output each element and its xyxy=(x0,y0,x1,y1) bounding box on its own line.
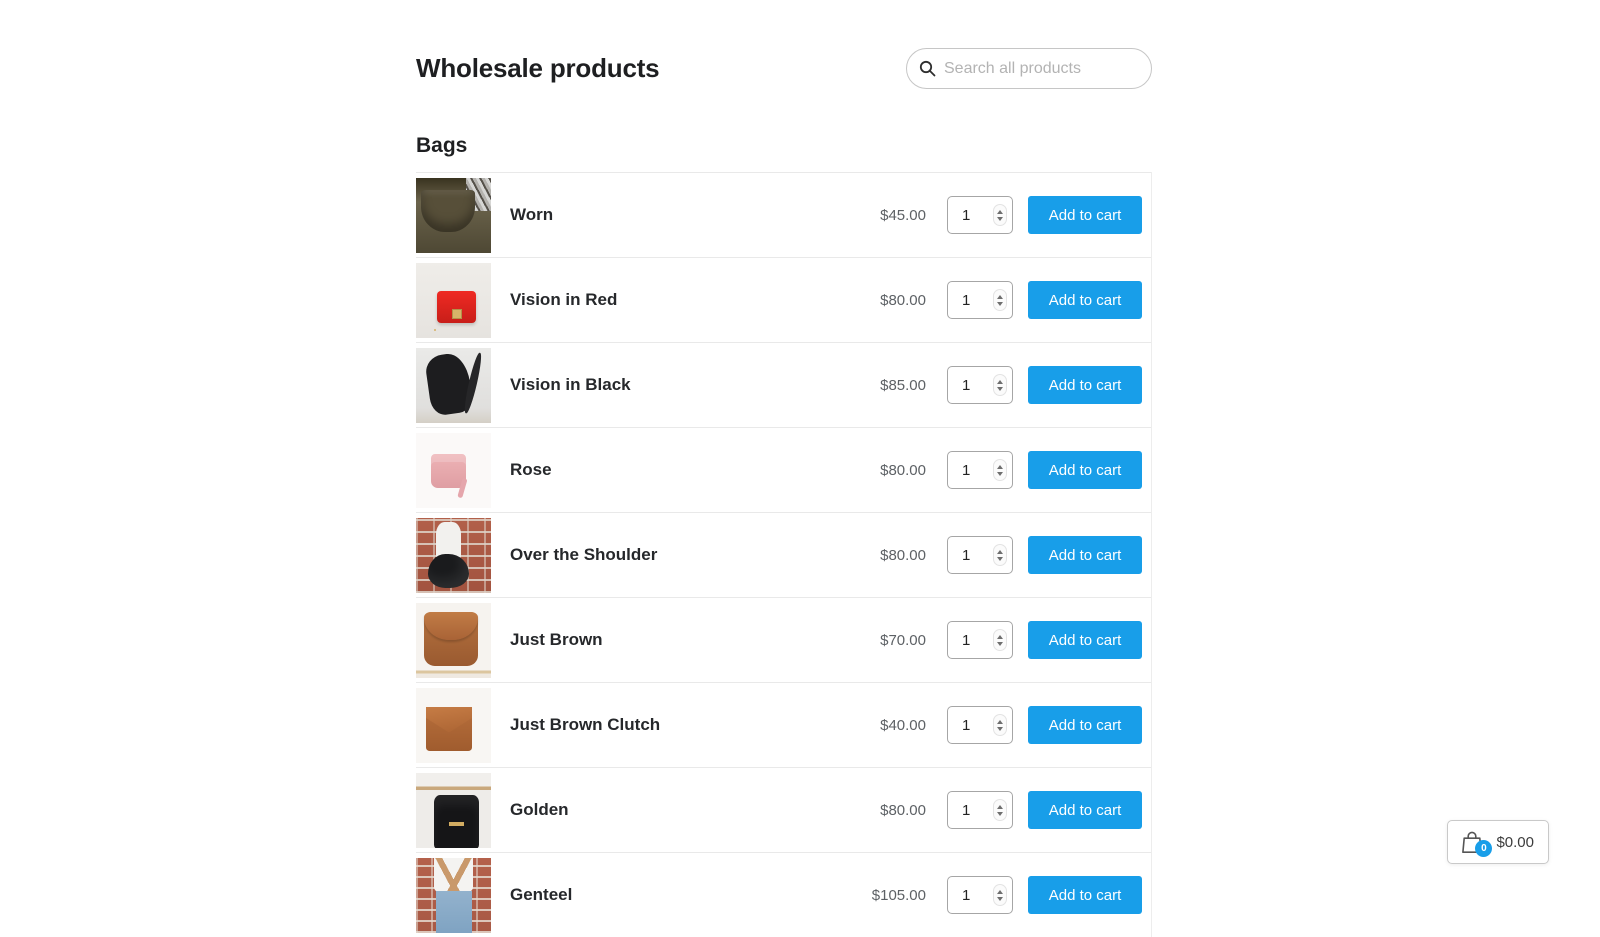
product-name: Just Brown Clutch xyxy=(510,715,880,735)
spinner-up-icon[interactable] xyxy=(997,890,1003,894)
spinner-down-icon[interactable] xyxy=(997,387,1003,391)
add-to-cart-button[interactable]: Add to cart xyxy=(1028,281,1142,319)
spinner-buttons[interactable] xyxy=(993,459,1007,481)
spinner-down-icon[interactable] xyxy=(997,302,1003,306)
quantity-stepper[interactable] xyxy=(947,196,1013,234)
spinner-up-icon[interactable] xyxy=(997,210,1003,214)
spinner-down-icon[interactable] xyxy=(997,217,1003,221)
product-price: $80.00 xyxy=(880,547,926,564)
quantity-stepper[interactable] xyxy=(947,366,1013,404)
product-price: $105.00 xyxy=(872,887,926,904)
product-row: Vision in Red $80.00 Add to cart xyxy=(416,257,1151,342)
quantity-stepper[interactable] xyxy=(947,876,1013,914)
spinner-down-icon[interactable] xyxy=(997,557,1003,561)
spinner-down-icon[interactable] xyxy=(997,812,1003,816)
product-row: Just Brown Clutch $40.00 Add to cart xyxy=(416,682,1151,767)
product-thumbnail-jbrown xyxy=(416,603,491,678)
add-to-cart-button[interactable]: Add to cart xyxy=(1028,196,1142,234)
spinner-buttons[interactable] xyxy=(993,204,1007,226)
product-name: Vision in Black xyxy=(510,375,880,395)
quantity-stepper[interactable] xyxy=(947,451,1013,489)
page-title: Wholesale products xyxy=(416,53,659,84)
product-thumbnail-worn xyxy=(416,178,491,253)
product-row: Worn $45.00 Add to cart xyxy=(416,172,1151,257)
spinner-down-icon[interactable] xyxy=(997,727,1003,731)
spinner-up-icon[interactable] xyxy=(997,635,1003,639)
add-to-cart-button[interactable]: Add to cart xyxy=(1028,706,1142,744)
spinner-down-icon[interactable] xyxy=(997,642,1003,646)
product-row: Vision in Black $85.00 Add to cart xyxy=(416,342,1151,427)
spinner-up-icon[interactable] xyxy=(997,465,1003,469)
product-price: $80.00 xyxy=(880,462,926,479)
quantity-stepper[interactable] xyxy=(947,281,1013,319)
add-to-cart-button[interactable]: Add to cart xyxy=(1028,876,1142,914)
product-thumbnail-clutch xyxy=(416,688,491,763)
add-to-cart-button[interactable]: Add to cart xyxy=(1028,451,1142,489)
page-header: Wholesale products xyxy=(416,48,1152,89)
product-thumbnail-vred xyxy=(416,263,491,338)
cart-count-badge: 0 xyxy=(1475,840,1492,857)
quantity-stepper[interactable] xyxy=(947,536,1013,574)
product-thumbnail-rose xyxy=(416,433,491,508)
add-to-cart-button[interactable]: Add to cart xyxy=(1028,536,1142,574)
cart-widget[interactable]: 0 $0.00 xyxy=(1447,820,1549,864)
product-name: Worn xyxy=(510,205,880,225)
spinner-buttons[interactable] xyxy=(993,289,1007,311)
spinner-up-icon[interactable] xyxy=(997,550,1003,554)
spinner-down-icon[interactable] xyxy=(997,472,1003,476)
add-to-cart-button[interactable]: Add to cart xyxy=(1028,366,1142,404)
search-box[interactable] xyxy=(906,48,1152,89)
product-name: Genteel xyxy=(510,885,872,905)
product-name: Just Brown xyxy=(510,630,880,650)
product-thumbnail-vblack xyxy=(416,348,491,423)
product-name: Rose xyxy=(510,460,880,480)
product-thumbnail-golden xyxy=(416,773,491,848)
product-row: Golden $80.00 Add to cart xyxy=(416,767,1151,852)
add-to-cart-button[interactable]: Add to cart xyxy=(1028,791,1142,829)
spinner-buttons[interactable] xyxy=(993,374,1007,396)
product-price: $45.00 xyxy=(880,207,926,224)
quantity-stepper[interactable] xyxy=(947,791,1013,829)
spinner-buttons[interactable] xyxy=(993,629,1007,651)
product-row: Genteel $105.00 Add to cart xyxy=(416,852,1151,937)
product-price: $80.00 xyxy=(880,292,926,309)
spinner-buttons[interactable] xyxy=(993,884,1007,906)
cart-total: $0.00 xyxy=(1496,834,1534,851)
product-name: Golden xyxy=(510,800,880,820)
main-content: Wholesale products Bags Worn $45.00 Add … xyxy=(416,0,1152,937)
spinner-up-icon[interactable] xyxy=(997,380,1003,384)
product-price: $70.00 xyxy=(880,632,926,649)
spinner-buttons[interactable] xyxy=(993,714,1007,736)
product-name: Vision in Red xyxy=(510,290,880,310)
category-heading-bags: Bags xyxy=(416,134,1152,158)
product-thumbnail-over xyxy=(416,518,491,593)
product-price: $40.00 xyxy=(880,717,926,734)
product-price: $80.00 xyxy=(880,802,926,819)
spinner-up-icon[interactable] xyxy=(997,295,1003,299)
product-row: Just Brown $70.00 Add to cart xyxy=(416,597,1151,682)
shopping-bag-icon: 0 xyxy=(1461,831,1483,854)
product-thumbnail-genteel xyxy=(416,858,491,933)
spinner-buttons[interactable] xyxy=(993,799,1007,821)
search-input[interactable] xyxy=(944,60,1139,78)
product-price: $85.00 xyxy=(880,377,926,394)
quantity-stepper[interactable] xyxy=(947,706,1013,744)
spinner-up-icon[interactable] xyxy=(997,805,1003,809)
product-row: Rose $80.00 Add to cart xyxy=(416,427,1151,512)
search-icon xyxy=(919,60,936,77)
product-row: Over the Shoulder $80.00 Add to cart xyxy=(416,512,1151,597)
spinner-up-icon[interactable] xyxy=(997,720,1003,724)
quantity-stepper[interactable] xyxy=(947,621,1013,659)
product-name: Over the Shoulder xyxy=(510,545,880,565)
spinner-buttons[interactable] xyxy=(993,544,1007,566)
add-to-cart-button[interactable]: Add to cart xyxy=(1028,621,1142,659)
product-list: Worn $45.00 Add to cart Vision in Red $8… xyxy=(416,172,1152,937)
